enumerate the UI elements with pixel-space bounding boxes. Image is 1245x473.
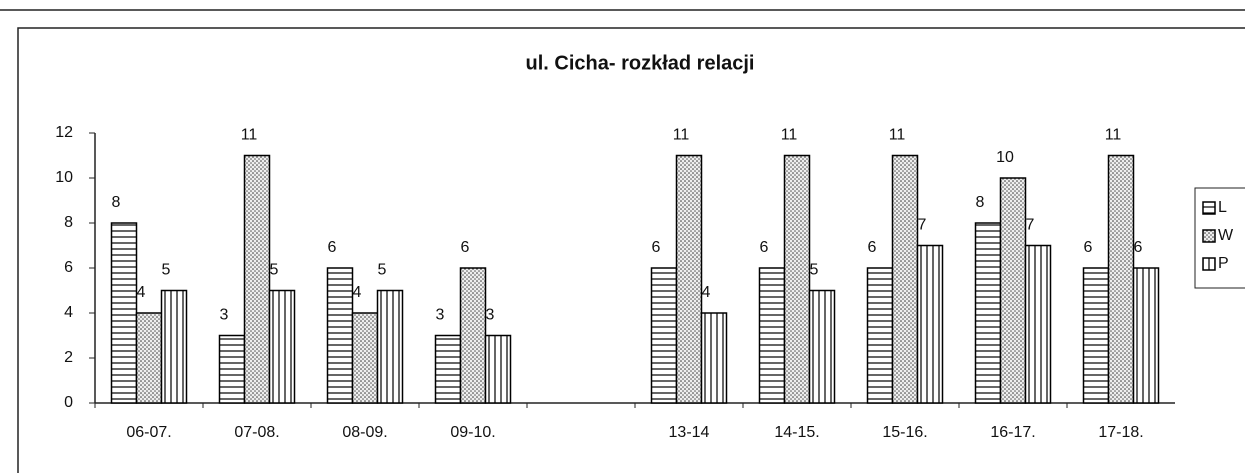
legend-label: W [1218, 227, 1234, 244]
data-label: 7 [1026, 217, 1035, 234]
bar [484, 334, 512, 404]
data-label: 6 [760, 239, 769, 256]
chart-title: ul. Cicha- rozkład relacji [526, 52, 755, 74]
bar [243, 154, 271, 404]
y-tick-label: 12 [55, 124, 73, 141]
data-label: 6 [461, 239, 470, 256]
data-label: 6 [868, 239, 877, 256]
bar [1132, 267, 1160, 404]
x-tick-label: 06-07. [126, 424, 171, 441]
data-label: 11 [781, 127, 798, 144]
legend-label: P [1218, 255, 1229, 272]
frame [17, 27, 1245, 473]
y-tick-label: 6 [64, 259, 73, 276]
bar [783, 154, 811, 404]
legend-label: L [1218, 199, 1227, 216]
bar [808, 289, 836, 404]
data-label: 6 [1084, 239, 1093, 256]
bar [459, 267, 487, 404]
bar [1107, 154, 1135, 404]
data-label: 7 [918, 217, 927, 234]
data-label: 4 [702, 284, 711, 301]
bar [700, 312, 728, 404]
bar [916, 244, 944, 404]
data-label: 6 [652, 239, 661, 256]
data-label: 5 [810, 262, 819, 279]
data-label: 5 [378, 262, 387, 279]
y-tick-label: 0 [64, 394, 73, 411]
x-tick-label: 13-14 [669, 424, 710, 441]
x-tick-label: 15-16. [882, 424, 927, 441]
bar [110, 222, 138, 404]
x-tick-label: 09-10. [450, 424, 495, 441]
data-label: 10 [996, 149, 1014, 166]
x-tick-label: 14-15. [774, 424, 819, 441]
bar [1082, 267, 1110, 404]
data-label: 3 [436, 307, 445, 324]
x-tick-label: 17-18. [1098, 424, 1143, 441]
bar [866, 267, 894, 404]
legend-box [1194, 187, 1245, 289]
y-tick-label: 4 [64, 304, 73, 321]
bar [268, 289, 296, 404]
y-tick-label: 10 [55, 169, 73, 186]
data-label: 3 [220, 307, 229, 324]
x-tick-label: 16-17. [990, 424, 1035, 441]
data-label: 8 [112, 194, 121, 211]
x-tick-label: 07-08. [234, 424, 279, 441]
data-label: 3 [486, 307, 495, 324]
data-label: 11 [673, 127, 690, 144]
bar [326, 267, 354, 404]
bar [974, 222, 1002, 404]
bar [650, 267, 678, 404]
x-tick-label: 08-09. [342, 424, 387, 441]
legend-swatch [1202, 257, 1216, 271]
data-label: 4 [137, 284, 146, 301]
bar [675, 154, 703, 404]
bar [891, 154, 919, 404]
data-label: 11 [241, 127, 258, 144]
data-label: 11 [1105, 127, 1122, 144]
data-label: 11 [889, 127, 906, 144]
bar [218, 334, 246, 404]
legend-swatch [1202, 229, 1216, 243]
bar [1024, 244, 1052, 404]
data-label: 5 [162, 262, 171, 279]
bar [999, 177, 1027, 404]
bar [160, 289, 188, 404]
bar [135, 312, 163, 404]
legend-swatch [1202, 201, 1216, 215]
data-label: 5 [270, 262, 279, 279]
bar [351, 312, 379, 404]
data-label: 4 [353, 284, 362, 301]
data-label: 6 [1134, 239, 1143, 256]
bar [376, 289, 404, 404]
bar [758, 267, 786, 404]
data-label: 8 [976, 194, 985, 211]
y-tick-label: 8 [64, 214, 73, 231]
data-label: 6 [328, 239, 337, 256]
y-tick-label: 2 [64, 349, 73, 366]
bar [434, 334, 462, 404]
